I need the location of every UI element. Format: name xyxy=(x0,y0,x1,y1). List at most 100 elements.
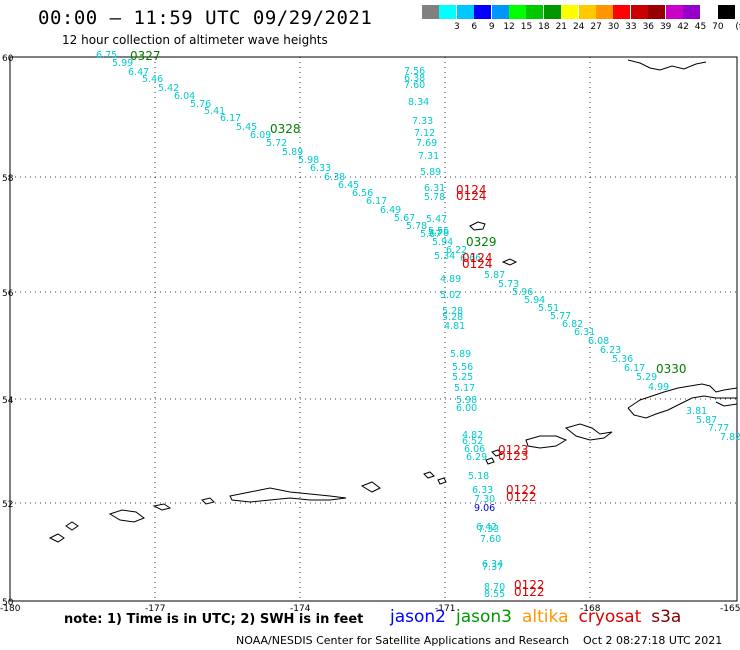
wave-height-label: 5.28 xyxy=(442,306,463,317)
wave-height-label: 5.78 xyxy=(406,221,427,232)
rat-islands xyxy=(108,503,172,523)
lon-label: -177 xyxy=(145,604,165,614)
pribilof-island xyxy=(501,258,518,266)
scale-tick-label: 42 xyxy=(677,22,689,32)
scale-swatch xyxy=(717,5,735,19)
wave-height-label: 5.67 xyxy=(420,229,441,240)
wave-height-label: 6.04 xyxy=(174,91,195,102)
wave-height-label: 5.72 xyxy=(266,138,287,149)
land-outlines xyxy=(48,59,738,543)
andreanof-islands xyxy=(229,487,347,503)
pass-time-label: 0124 xyxy=(462,257,493,271)
pass-time-label: 0122 xyxy=(514,578,545,592)
wave-height-label: 6.38 xyxy=(404,73,425,84)
wave-height-label: 5.78 xyxy=(424,192,445,203)
wave-height-label: 6.31 xyxy=(574,327,595,338)
wave-height-label: 6.17 xyxy=(366,196,387,207)
wave-height-label: 5.28 xyxy=(442,312,463,323)
wave-height-label: 8.34 xyxy=(408,97,429,108)
lon-label: -165 xyxy=(720,604,740,614)
wave-height-label: 4.99 xyxy=(648,382,669,393)
wave-height-label: 6.09 xyxy=(250,130,271,141)
sanak-coast xyxy=(715,401,738,407)
lat-lon-grid: 60 58 56 54 52 50-180 -177 -174 -171 -168 -165 xyxy=(0,54,740,614)
wave-height-label: 5.02 xyxy=(440,290,461,301)
map-frame xyxy=(9,56,738,602)
lat-label: 58 xyxy=(2,174,14,184)
scale-swatch xyxy=(596,5,613,19)
scale-swatch xyxy=(648,5,666,19)
scale-swatch xyxy=(613,5,631,19)
wave-height-label: 5.36 xyxy=(612,354,633,365)
wave-height-label: 5.42 xyxy=(158,83,179,94)
wave-height-label: 7.60 xyxy=(480,534,501,545)
pass-time-label: 0122 xyxy=(506,490,537,504)
lat-label: 52 xyxy=(2,500,13,510)
wave-height-label: 5.94 xyxy=(524,295,545,306)
scale-swatch xyxy=(526,5,544,19)
lon-label: -180 xyxy=(0,604,21,614)
scale-tick-label: 70 xyxy=(712,22,724,32)
wave-height-label: 5.89 xyxy=(450,349,471,360)
wave-height-label: 7.37 xyxy=(482,562,503,573)
umnak-island xyxy=(525,435,568,449)
wave-height-label: 5.99 xyxy=(112,58,133,69)
pass-time-label: 0123 xyxy=(498,449,529,463)
wave-height-label: 6.42 xyxy=(476,522,497,533)
wave-height-label: 5.87 xyxy=(484,270,505,281)
wave-height-label: 6.34 xyxy=(482,559,503,570)
scale-tick-label: 6 xyxy=(471,22,478,32)
wave-height-label: 6.17 xyxy=(220,113,241,124)
wave-height-label: 5.77 xyxy=(550,311,571,322)
atka-island xyxy=(360,481,381,493)
scale-swatch xyxy=(630,5,648,19)
wave-height-label: 6.31 xyxy=(424,183,445,194)
satellite-legend: jason2 jason3 altika cryosat s3a xyxy=(390,607,691,627)
scale-swatch xyxy=(474,5,492,19)
lat-label: 60 xyxy=(2,54,14,64)
wave-height-label: 6.38 xyxy=(324,172,345,183)
wave-height-label: 5.45 xyxy=(236,122,257,133)
scale-swatch xyxy=(665,5,683,19)
wave-height-label: 5.96 xyxy=(512,287,533,298)
pass-time-label: 0122 xyxy=(514,585,545,599)
satellite-track-a: 6.755.996.475.465.426.045.765.416.175.45… xyxy=(96,50,740,443)
scale-tick-label: 24 xyxy=(572,22,585,32)
wave-height-label: 3.81 xyxy=(686,406,707,417)
scale-tick-label: 33 xyxy=(625,22,637,32)
wave-height-label: 5.51 xyxy=(538,303,559,314)
wave-height-label: 5.56 xyxy=(452,362,473,373)
scale-tick-label: 12 xyxy=(503,22,515,32)
generated-timestamp: Oct 2 08:27:18 UTC 2021 xyxy=(583,634,723,647)
wave-height-label: 8.70 xyxy=(484,582,505,593)
wave-height-label: 6.49 xyxy=(380,205,401,216)
scale-tick-label: 36 xyxy=(642,22,655,32)
wave-height-label: 5.29 xyxy=(636,372,657,383)
wave-height-label: 6.47 xyxy=(128,67,149,78)
pass-time-label: 0124 xyxy=(456,183,487,197)
scale-swatch xyxy=(491,5,509,19)
wave-height-label: 6.23 xyxy=(600,345,621,356)
wave-height-label: 7.69 xyxy=(416,138,437,149)
wave-height-label: 5.98 xyxy=(456,395,477,406)
credit-line: NOAA/NESDIS Center for Satellite Applica… xyxy=(236,634,570,647)
wave-height-label: 9.06 xyxy=(474,503,495,514)
scale-tick-label: 3 xyxy=(454,22,460,32)
scale-swatch xyxy=(439,5,457,19)
st-matthew-island xyxy=(469,221,486,231)
pass-time-label: 0124 xyxy=(456,189,487,203)
wave-height-label: 5.94 xyxy=(432,237,453,248)
wave-height-label: 7.33 xyxy=(478,524,499,535)
wave-height-label: 6.00 xyxy=(456,403,477,414)
wave-height-label: 6.06 xyxy=(464,444,485,455)
wave-height-label: 5.89 xyxy=(282,147,303,158)
wave-height-label: 6.82 xyxy=(562,319,583,330)
lat-label: 56 xyxy=(2,289,14,299)
wave-height-label: 5.47 xyxy=(426,214,447,225)
pass-time-label: 0330 xyxy=(656,362,687,376)
scale-swatch xyxy=(561,5,579,19)
scale-swatch xyxy=(578,5,596,19)
satellite-track-b: 7.566.387.608.347.337.127.697.315.896.31… xyxy=(404,66,505,600)
wave-height-label: 8.55 xyxy=(484,589,505,600)
wave-height-label: 5.87 xyxy=(696,415,717,426)
